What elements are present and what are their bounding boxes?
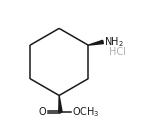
Polygon shape <box>59 95 62 112</box>
Text: HCl: HCl <box>109 47 126 57</box>
Text: OCH$_3$: OCH$_3$ <box>72 105 100 119</box>
Polygon shape <box>88 40 103 45</box>
Text: O: O <box>38 107 46 117</box>
Text: NH$_2$: NH$_2$ <box>104 35 124 49</box>
